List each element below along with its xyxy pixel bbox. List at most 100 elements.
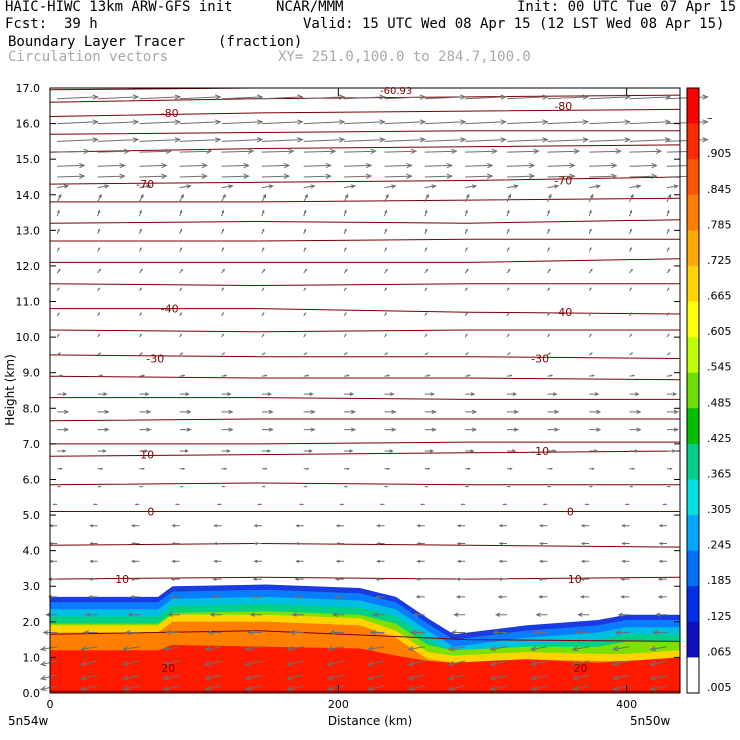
vector-arrow <box>424 184 437 189</box>
vector-arrow <box>261 392 273 396</box>
vector-arrow <box>506 246 510 252</box>
vector-arrow <box>506 374 513 377</box>
vector-arrow <box>179 246 182 252</box>
vector-arrow <box>588 193 594 203</box>
vector-arrow <box>179 193 184 203</box>
colorbar-swatch <box>687 159 699 196</box>
vector-arrow <box>589 119 631 125</box>
vector-arrow <box>298 503 304 506</box>
vector-arrow <box>589 467 595 470</box>
vector-arrow <box>139 427 152 432</box>
vector-arrow <box>419 503 425 506</box>
vector-arrow <box>261 352 266 356</box>
vector-arrow <box>538 595 548 599</box>
vector-arrow <box>82 629 98 636</box>
vector-arrow <box>666 193 672 203</box>
vector-arrow <box>139 137 182 143</box>
vector-arrow <box>134 503 140 506</box>
vector-arrow <box>303 94 346 100</box>
theta-contour <box>50 197 681 203</box>
vector-arrow <box>658 524 667 528</box>
vector-arrow <box>547 137 590 143</box>
vector-arrow <box>588 209 592 217</box>
theta-contour <box>49 354 681 359</box>
vector-arrow <box>97 209 101 217</box>
vector-arrow <box>138 228 142 235</box>
isotherm-label: 0 <box>567 506 574 519</box>
vector-arrow <box>57 94 99 100</box>
vector-arrow <box>424 409 437 415</box>
vector-arrow <box>367 674 385 681</box>
vector-arrow <box>465 119 507 125</box>
vector-arrow <box>384 209 387 217</box>
vector-arrow <box>424 312 428 317</box>
vector-arrow <box>261 193 267 203</box>
vector-arrow <box>335 541 345 546</box>
colorbar-label: .305 <box>707 503 732 516</box>
vector-arrow <box>384 312 387 317</box>
vector-arrow <box>261 268 266 274</box>
vector-arrow <box>667 467 673 470</box>
vector-arrow <box>171 524 180 528</box>
vector-arrow <box>326 645 345 652</box>
vector-arrow <box>369 629 385 636</box>
vector-arrow <box>56 268 61 274</box>
vector-arrow <box>179 409 192 415</box>
vector-arrow <box>489 685 508 692</box>
colorbar-label: .485 <box>707 396 732 409</box>
vector-arrow <box>384 246 387 252</box>
vector-arrow <box>212 577 222 581</box>
vector-arrow <box>164 629 180 636</box>
vector-arrow <box>221 427 234 432</box>
vector-arrow <box>339 503 345 506</box>
y-tick-label: 8.0 <box>23 402 41 415</box>
vector-arrow <box>204 660 222 667</box>
vector-arrow <box>303 268 308 274</box>
vector-arrow <box>221 287 225 292</box>
vector-arrow <box>261 374 268 377</box>
vector-arrow <box>261 228 265 235</box>
isotherm-label: 0 <box>147 506 154 519</box>
vector-arrow <box>384 485 389 488</box>
theta-contour <box>50 258 681 263</box>
vector-arrow <box>48 541 58 546</box>
vector-arrow <box>39 674 58 681</box>
vector-arrow <box>412 612 425 617</box>
colorbar-swatch <box>687 586 699 623</box>
vector-arrow <box>384 427 397 432</box>
vector-arrow <box>658 541 667 546</box>
y-tick-label: 3.0 <box>23 580 41 593</box>
vector-arrow <box>535 612 548 617</box>
vector-arrow <box>658 559 667 563</box>
vector-arrow <box>424 427 437 432</box>
isotherm-label: -70 <box>136 178 154 191</box>
vector-arrow <box>547 392 558 396</box>
vector-arrow <box>588 312 592 317</box>
vector-arrow <box>335 559 345 563</box>
vector-arrow <box>326 660 345 667</box>
vector-arrow <box>424 193 429 203</box>
vector-arrow <box>212 595 222 599</box>
vector-arrow <box>506 228 510 235</box>
y-tick-label: 9.0 <box>23 367 41 380</box>
vector-arrow <box>303 449 313 453</box>
vector-arrow <box>384 409 397 415</box>
colorbar-swatch <box>687 194 699 231</box>
vector-arrow <box>588 246 592 252</box>
vector-arrow <box>253 524 262 528</box>
y-tick-label: 12.0 <box>16 260 41 273</box>
vector-arrow <box>579 577 590 581</box>
vector-arrow <box>139 119 182 125</box>
vector-arrow <box>529 645 548 652</box>
vector-arrow <box>221 119 264 125</box>
theta-contour <box>49 329 680 333</box>
vector-arrow <box>303 209 307 217</box>
vector-arrow <box>139 352 144 356</box>
vector-arrow <box>588 352 593 356</box>
x-axis-label: Distance (km) <box>328 714 412 728</box>
vector-arrow <box>332 612 345 617</box>
vector-arrow <box>579 595 590 599</box>
colorbar-label: .845 <box>707 183 732 196</box>
vector-arrow <box>506 148 540 155</box>
vector-arrow <box>376 559 385 563</box>
